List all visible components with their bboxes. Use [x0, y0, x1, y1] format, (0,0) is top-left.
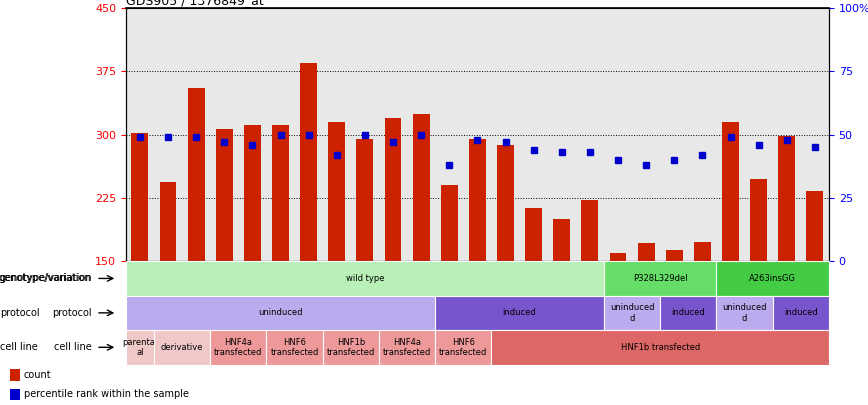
Text: HNF4a
transfected: HNF4a transfected [214, 338, 262, 357]
Bar [131, 133, 148, 261]
Text: HNF1b
transfected: HNF1b transfected [326, 338, 375, 357]
Text: percentile rank within the sample: percentile rank within the sample [24, 390, 189, 399]
Bar [385, 118, 402, 261]
Bar [750, 179, 767, 261]
Text: HNF4a
transfected: HNF4a transfected [383, 338, 431, 357]
Bar [10, 369, 20, 381]
Text: induced: induced [784, 308, 818, 318]
Bar [779, 136, 795, 261]
Bar [216, 129, 233, 261]
Text: HNF6
transfected: HNF6 transfected [271, 338, 319, 357]
Text: HNF6
transfected: HNF6 transfected [439, 338, 488, 357]
Bar [553, 219, 570, 261]
Text: P328L329del: P328L329del [633, 274, 687, 283]
Text: cell line: cell line [54, 342, 91, 352]
Bar [412, 113, 430, 261]
Text: uninduced
d: uninduced d [610, 303, 654, 322]
Bar [666, 250, 683, 261]
Bar [806, 191, 824, 261]
Text: count: count [24, 370, 51, 380]
Text: derivative: derivative [161, 343, 203, 352]
Text: parental
al: parental al [122, 338, 158, 357]
Text: induced: induced [672, 308, 705, 318]
Text: protocol: protocol [52, 308, 91, 318]
Bar [694, 242, 711, 261]
Bar [244, 125, 261, 261]
Text: wild type: wild type [345, 274, 385, 283]
Bar [272, 125, 289, 261]
Text: uninduced
d: uninduced d [722, 303, 766, 322]
Bar [328, 122, 345, 261]
Text: protocol: protocol [0, 308, 40, 318]
Text: A263insGG: A263insGG [749, 274, 796, 283]
Text: genotype/variation: genotype/variation [0, 273, 93, 283]
Bar [722, 122, 739, 261]
Bar [525, 208, 542, 261]
Text: genotype/variation: genotype/variation [0, 273, 91, 283]
Text: induced: induced [503, 308, 536, 318]
Bar [357, 139, 373, 261]
Bar [638, 243, 654, 261]
Text: GDS905 / 1376849_at: GDS905 / 1376849_at [126, 0, 264, 7]
Text: uninduced: uninduced [259, 308, 303, 318]
Bar [469, 139, 486, 261]
Bar [160, 182, 176, 261]
Bar [497, 145, 514, 261]
Text: cell line: cell line [0, 342, 37, 352]
Bar [582, 200, 598, 261]
Bar [10, 389, 20, 400]
Bar [187, 88, 205, 261]
Bar [609, 253, 627, 261]
Text: HNF1b transfected: HNF1b transfected [621, 343, 700, 352]
Bar [441, 185, 457, 261]
Bar [300, 63, 317, 261]
